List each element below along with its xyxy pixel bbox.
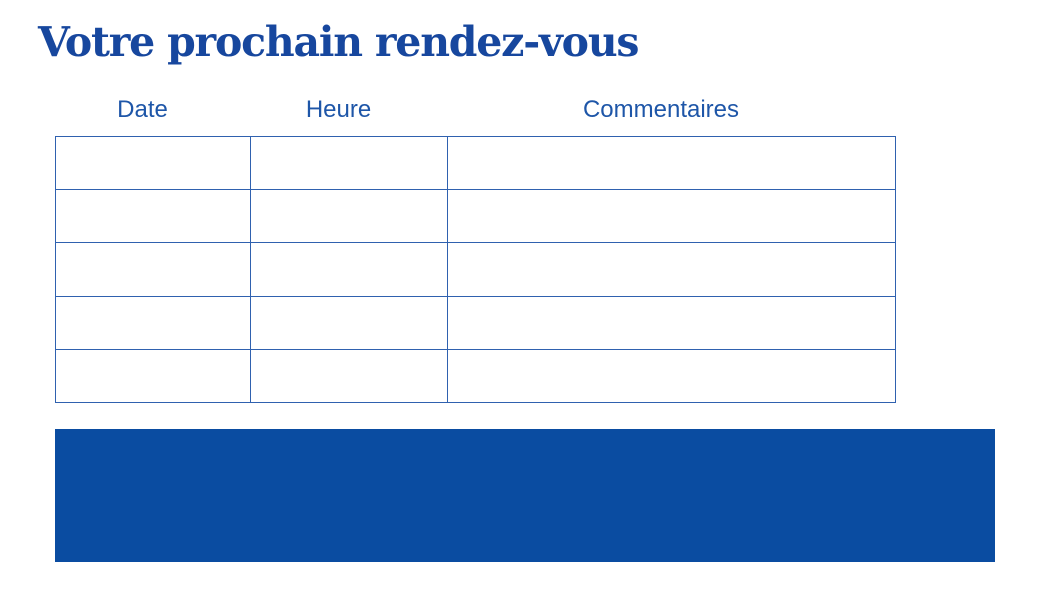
appointments-table-body <box>55 135 896 404</box>
table-row <box>55 242 896 297</box>
table-cell-date[interactable] <box>55 135 251 191</box>
table-cell-commentaires[interactable] <box>447 348 896 404</box>
column-header-heure: Heure <box>305 96 372 123</box>
table-cell-date[interactable] <box>55 242 251 297</box>
column-header-commentaires: Commentaires <box>582 96 740 123</box>
page-title: Votre prochain rendez-vous <box>38 18 640 66</box>
table-row <box>55 348 896 404</box>
table-cell-date[interactable] <box>55 189 251 244</box>
table-row <box>55 295 896 350</box>
table-cell-heure[interactable] <box>250 242 448 297</box>
table-cell-heure[interactable] <box>250 189 448 244</box>
table-cell-commentaires[interactable] <box>447 295 896 350</box>
column-header-date: Date <box>117 96 168 123</box>
bottom-banner <box>55 429 995 562</box>
table-cell-date[interactable] <box>55 348 251 404</box>
table-cell-heure[interactable] <box>250 348 448 404</box>
table-cell-commentaires[interactable] <box>447 242 896 297</box>
table-row <box>55 135 896 191</box>
table-header-row: Date Heure Commentaires <box>55 92 895 126</box>
table-row <box>55 189 896 244</box>
appointments-table <box>55 135 896 404</box>
table-cell-date[interactable] <box>55 295 251 350</box>
table-cell-commentaires[interactable] <box>447 189 896 244</box>
table-cell-commentaires[interactable] <box>447 135 896 191</box>
table-cell-heure[interactable] <box>250 295 448 350</box>
table-cell-heure[interactable] <box>250 135 448 191</box>
